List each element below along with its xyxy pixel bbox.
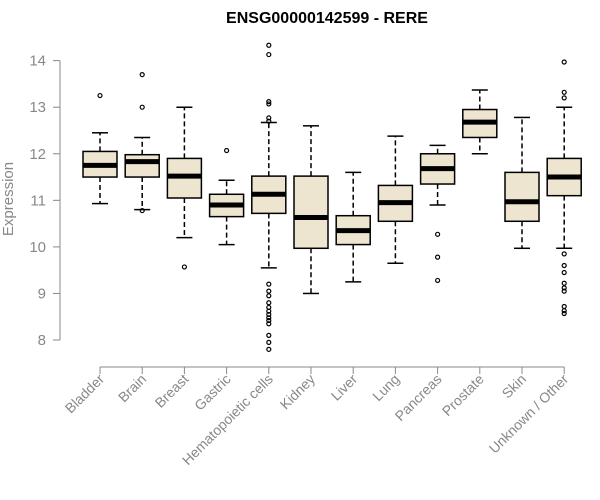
x-tick-label: Bladder — [62, 371, 108, 417]
outlier-point — [266, 51, 272, 58]
x-tick-label: Skin — [499, 371, 530, 402]
box-group — [208, 147, 245, 246]
box-group — [462, 89, 498, 155]
outlier-point — [97, 92, 103, 99]
outlier-point — [266, 115, 272, 121]
y-tick-label: 9 — [38, 285, 46, 302]
outlier-point — [266, 332, 272, 338]
box-group — [166, 106, 203, 270]
chart-title: ENSG00000142599 - RERE — [226, 10, 428, 27]
outlier-point — [435, 277, 441, 284]
y-tick-label: 14 — [29, 53, 46, 70]
box-group — [335, 171, 371, 283]
box-group — [293, 125, 329, 295]
box-group — [251, 42, 287, 352]
outlier-point — [266, 339, 272, 345]
y-tick-label: 8 — [38, 332, 46, 349]
plot-area — [82, 42, 582, 352]
outlier-point — [561, 89, 567, 95]
outlier-point — [181, 264, 187, 270]
outlier-point — [561, 308, 567, 314]
box-group — [419, 144, 456, 284]
iqr-box — [293, 175, 329, 250]
iqr-box — [124, 153, 160, 178]
outlier-point — [224, 147, 230, 154]
outlier-point — [561, 269, 567, 276]
outlier-point — [561, 280, 567, 286]
outlier-point — [266, 281, 272, 287]
outlier-point — [561, 251, 567, 257]
outlier-point — [266, 288, 272, 294]
x-tick-label: Unknown / Other — [486, 371, 572, 457]
outlier-point — [139, 104, 145, 110]
outlier-point — [435, 254, 441, 260]
x-tick-label: Kidney — [277, 371, 319, 413]
y-axis-label: Expression — [0, 162, 17, 236]
box-group — [504, 116, 540, 250]
outlier-point — [139, 71, 145, 78]
outlier-point — [266, 321, 272, 327]
outlier-point — [266, 308, 272, 314]
box-group — [124, 71, 160, 214]
outlier-point — [266, 293, 272, 299]
outlier-point — [435, 231, 441, 237]
x-tick-label: Breast — [152, 371, 192, 411]
outlier-point — [266, 99, 272, 105]
outlier-point — [266, 311, 272, 318]
outlier-point — [266, 346, 272, 352]
y-tick-label: 10 — [29, 239, 46, 256]
outlier-point — [266, 42, 272, 48]
outlier-point — [266, 101, 272, 107]
outlier-point — [139, 207, 145, 214]
x-tick-label: Liver — [328, 371, 361, 404]
outlier-point — [266, 315, 272, 321]
outlier-point — [561, 59, 567, 65]
box-group — [82, 92, 118, 205]
iqr-box — [504, 171, 540, 223]
y-tick-label: 11 — [30, 192, 46, 209]
outlier-point — [561, 285, 567, 291]
x-tick-label: Pancreas — [392, 371, 445, 424]
outlier-point — [266, 317, 272, 324]
x-tick-label: Prostate — [439, 371, 487, 419]
box-group — [546, 59, 582, 317]
outlier-point — [561, 310, 567, 317]
outlier-point — [561, 262, 567, 269]
outlier-point — [561, 303, 567, 310]
outlier-point — [266, 300, 272, 306]
y-tick-label: 13 — [29, 99, 46, 116]
outlier-point — [561, 288, 567, 294]
outlier-point — [561, 95, 567, 101]
x-tick-label: Lung — [369, 371, 402, 404]
x-tick-label: Brain — [115, 371, 149, 405]
y-tick-label: 12 — [29, 146, 46, 163]
outlier-point — [266, 118, 272, 124]
box-group — [377, 135, 414, 264]
